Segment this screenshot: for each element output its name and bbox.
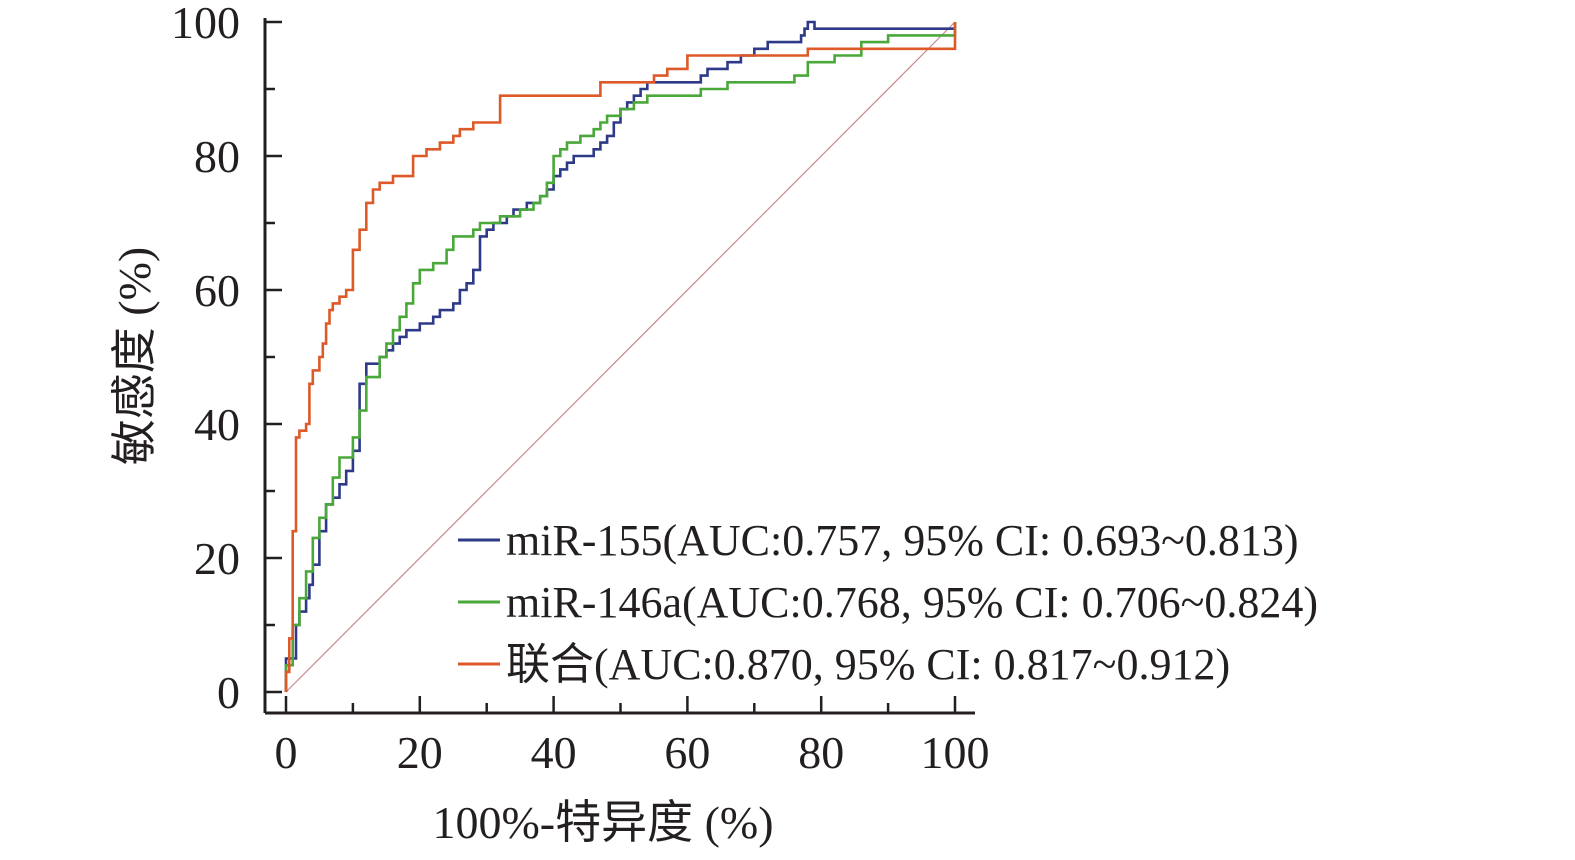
x-tick-label: 0: [275, 727, 298, 778]
y-tick-label: 100: [171, 0, 240, 48]
axes: 0 20 40 60 80 100 0 20 40 60 80 100: [171, 0, 990, 778]
series-lines: [284, 20, 957, 692]
x-tick-label: 80: [798, 727, 844, 778]
x-tick-label: 100: [921, 727, 990, 778]
x-tick-label: 40: [531, 727, 577, 778]
x-tick-label: 20: [397, 727, 443, 778]
reference-line: [285, 21, 956, 693]
reference-diagonal: [285, 21, 956, 693]
y-axis-title: 敏感度 (%): [109, 247, 160, 465]
x-tick-label: 60: [664, 727, 710, 778]
legend-label-1: miR-155(AUC:0.757, 95% CI: 0.693~0.813): [506, 516, 1299, 565]
legend: miR-155(AUC:0.757, 95% CI: 0.693~0.813) m…: [458, 516, 1318, 689]
x-axis-title: 100%-特异度 (%): [432, 797, 773, 848]
y-tick-label: 80: [194, 131, 240, 182]
legend-label-2: miR-146a(AUC:0.768, 95% CI: 0.706~0.824): [506, 578, 1318, 627]
y-tick-label: 20: [194, 533, 240, 584]
series-line-3: [284, 22, 957, 692]
y-tick-label: 60: [194, 265, 240, 316]
legend-label-3: 联合(AUC:0.870, 95% CI: 0.817~0.912): [506, 640, 1230, 689]
y-tick-label: 0: [217, 667, 240, 718]
y-tick-label: 40: [194, 399, 240, 450]
series-line-2: [284, 22, 957, 692]
